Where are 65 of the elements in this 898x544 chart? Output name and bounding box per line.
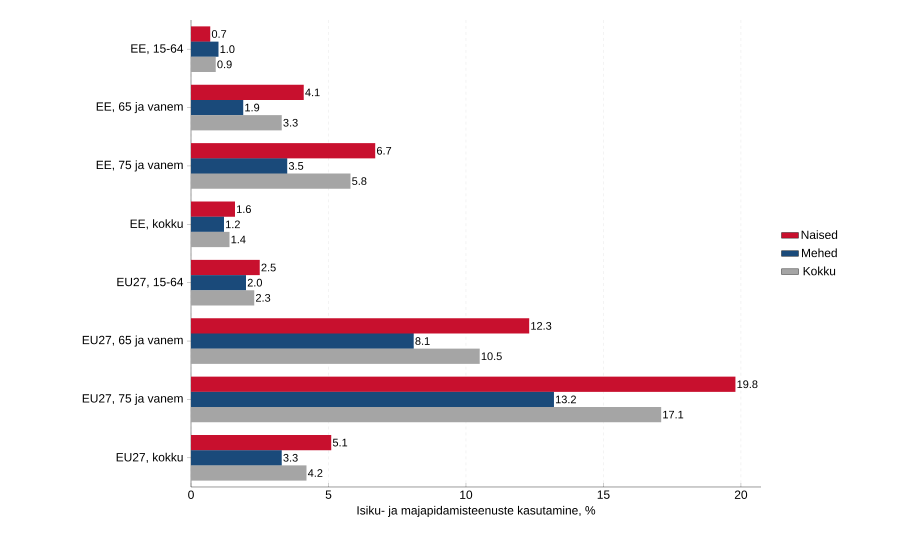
x-tick-label: 15 bbox=[598, 490, 610, 499]
data-label: 1.2 bbox=[226, 220, 240, 228]
y-tick-label: EU27, 15-64 bbox=[117, 278, 184, 288]
y-tick-label: EE, 15-64 bbox=[131, 44, 184, 54]
data-label: 8.1 bbox=[415, 337, 430, 345]
data-label: 5.1 bbox=[332, 438, 348, 446]
data-label: 6.7 bbox=[376, 146, 392, 155]
y-tick-label: EU27, kokku bbox=[116, 452, 183, 463]
bar bbox=[191, 318, 530, 334]
x-tick-label: 5 bbox=[326, 490, 332, 499]
y-tick-label: EU27, 75 ja vanem bbox=[82, 394, 183, 405]
bar bbox=[191, 275, 246, 290]
bar bbox=[191, 348, 480, 364]
y-tick-label: EE, 75 ja vanem bbox=[96, 160, 183, 172]
bar bbox=[191, 216, 224, 232]
bar bbox=[191, 56, 216, 72]
y-tick-label: EE, kokku bbox=[130, 219, 183, 230]
data-label: 4.2 bbox=[308, 469, 322, 477]
x-tick-label: 0 bbox=[188, 490, 194, 499]
bar bbox=[191, 26, 210, 42]
bar bbox=[191, 202, 236, 217]
bar bbox=[191, 290, 254, 306]
y-tick-label: EE, 65 ja vanem bbox=[96, 102, 183, 114]
bar bbox=[191, 435, 332, 450]
data-label: 0.7 bbox=[212, 30, 226, 38]
bar bbox=[191, 42, 219, 57]
x-tick-label: 20 bbox=[734, 490, 748, 499]
legend-label: Kokku bbox=[804, 266, 836, 276]
legend-label: Mehed bbox=[802, 248, 837, 258]
data-label: 2.0 bbox=[248, 278, 262, 287]
data-label: 12.3 bbox=[531, 322, 552, 330]
data-label: 5.8 bbox=[352, 177, 366, 185]
data-label: 17.1 bbox=[663, 410, 684, 418]
bar bbox=[191, 174, 350, 189]
legend-label: Naised bbox=[802, 230, 838, 240]
data-label: 1.9 bbox=[245, 104, 260, 112]
bar bbox=[191, 100, 244, 116]
data-label: 3.5 bbox=[288, 162, 304, 170]
bar bbox=[191, 407, 662, 422]
bar bbox=[191, 232, 230, 248]
data-label: 2.3 bbox=[256, 294, 270, 302]
bar bbox=[191, 115, 282, 130]
data-label: 19.8 bbox=[737, 380, 758, 388]
x-axis-title: Isiku- ja majapidamisteenuste kasutamine, % bbox=[358, 506, 596, 517]
data-label: 13.2 bbox=[556, 396, 576, 404]
bar bbox=[191, 392, 554, 408]
data-label: 10.5 bbox=[482, 352, 502, 360]
data-label: 1.4 bbox=[232, 236, 246, 244]
bar bbox=[191, 143, 376, 158]
y-tick-label: EU27, 65 ja vanem bbox=[82, 335, 183, 347]
bar bbox=[191, 333, 414, 349]
bar bbox=[191, 260, 260, 276]
data-label: 1.0 bbox=[220, 45, 234, 54]
bar bbox=[191, 450, 282, 466]
bar bbox=[191, 158, 288, 174]
data-label: 3.3 bbox=[283, 118, 298, 127]
data-label: 1.6 bbox=[237, 205, 251, 214]
bar bbox=[191, 84, 304, 100]
data-label: 2.5 bbox=[261, 264, 276, 272]
data-label: 4.1 bbox=[305, 88, 320, 96]
bar bbox=[191, 465, 306, 481]
bar bbox=[191, 376, 736, 392]
data-label: 0.9 bbox=[217, 60, 232, 68]
x-tick-label: 10 bbox=[460, 490, 472, 499]
data-label: 3.3 bbox=[283, 454, 298, 462]
